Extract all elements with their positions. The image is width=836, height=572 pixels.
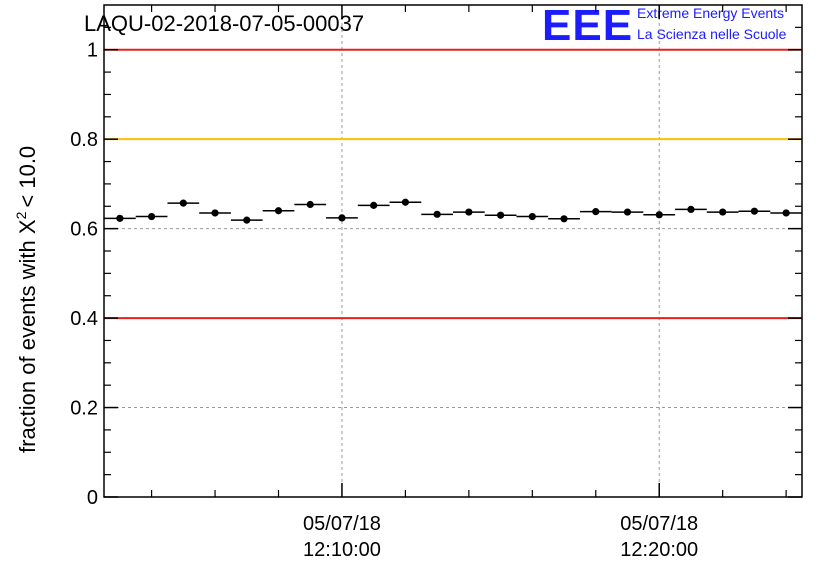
y-tick-label: 0.6 xyxy=(70,219,98,241)
x-tick-labels: 05/07/18 12:10:00 05/07/18 12:20:00 xyxy=(303,513,698,561)
data-point xyxy=(465,208,473,216)
plot-frame xyxy=(103,4,803,498)
data-point xyxy=(211,209,219,217)
data-point xyxy=(147,212,156,221)
data-point xyxy=(496,211,505,219)
y-axis-title: fraction of events with X2 < 10.0 xyxy=(13,146,40,453)
x-tick-label-time: 12:20:00 xyxy=(620,539,698,561)
y-tick-label: 0.8 xyxy=(70,129,98,151)
x-tick-label-date: 05/07/18 xyxy=(620,513,698,535)
data-point xyxy=(592,208,600,216)
data-point xyxy=(750,207,759,215)
x-tick-label-date: 05/07/18 xyxy=(303,513,381,535)
data-point xyxy=(243,216,251,224)
y-tick-label: 0.4 xyxy=(70,308,98,330)
data-point xyxy=(179,199,187,207)
data-point xyxy=(338,214,346,222)
data-point xyxy=(687,205,695,214)
chart-title: LAQU-02-2018-07-05-00037 xyxy=(84,11,364,36)
data-point xyxy=(560,215,568,223)
data-point xyxy=(306,200,314,209)
data-points xyxy=(104,198,802,224)
y-axis-title-suffix: < 10.0 xyxy=(15,146,40,208)
y-tick-label: 0 xyxy=(87,487,98,509)
eee-logo: EEE Extreme Energy Events La Scienza nel… xyxy=(542,1,787,50)
y-tick-label: 0.2 xyxy=(70,398,98,420)
x-tick-label-time: 12:10:00 xyxy=(303,539,381,561)
reference-lines xyxy=(104,48,802,320)
y-tick-labels: 0 0.2 0.4 0.6 0.8 1 xyxy=(70,40,98,509)
grid xyxy=(104,5,802,497)
data-point xyxy=(401,198,410,206)
data-point xyxy=(655,211,663,219)
logo-mark: EEE xyxy=(542,1,633,50)
y-axis-title-superscript: 2 xyxy=(13,211,29,219)
axis-ticks xyxy=(104,5,802,498)
y-tick-label: 1 xyxy=(87,40,98,62)
y-axis-title-prefix: fraction of events with xyxy=(15,240,40,453)
data-point xyxy=(719,208,727,216)
data-point xyxy=(274,207,283,215)
data-point xyxy=(370,201,378,209)
logo-line-2: La Scienza nelle Scuole xyxy=(637,26,787,42)
data-point xyxy=(623,208,632,216)
data-point xyxy=(528,212,536,221)
data-point xyxy=(782,209,790,217)
logo-line-1: Extreme Energy Events xyxy=(637,5,784,21)
data-point xyxy=(433,210,441,218)
y-axis-title-symbol: X xyxy=(15,219,40,234)
data-point xyxy=(116,214,124,222)
